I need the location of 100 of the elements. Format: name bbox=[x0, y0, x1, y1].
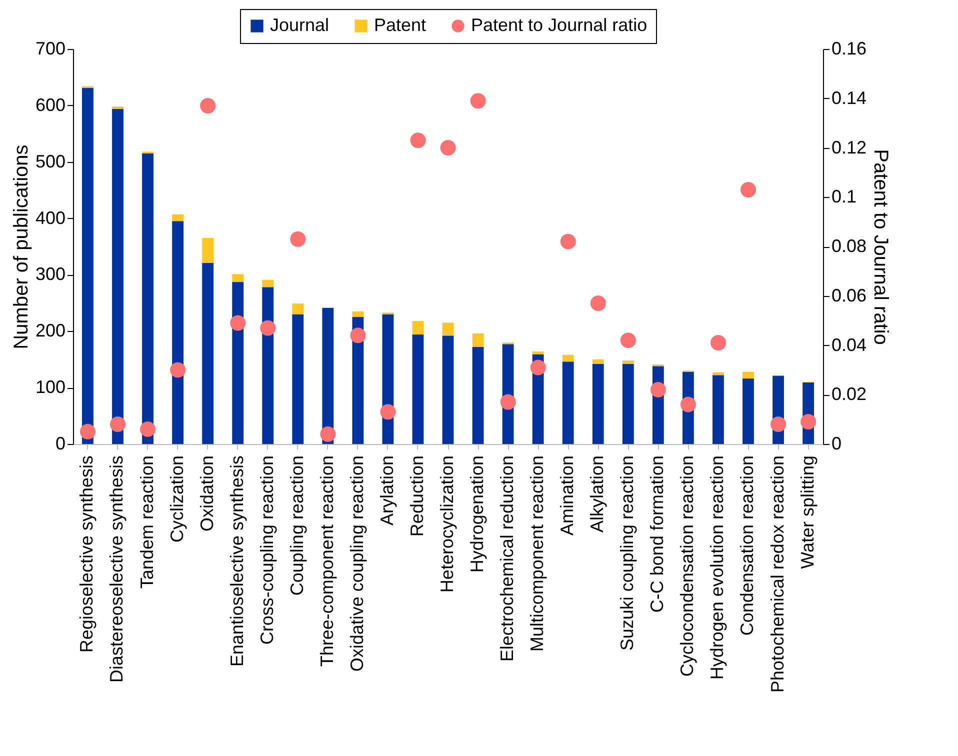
x-tick-label: Photochemical redox reaction bbox=[767, 456, 788, 693]
point bbox=[380, 404, 396, 420]
x-tick-label: Tandem reaction bbox=[136, 456, 157, 589]
y2-axis-title: Patent to Journal ratio bbox=[870, 149, 892, 345]
bar bbox=[622, 360, 634, 364]
point bbox=[590, 296, 606, 312]
point bbox=[320, 426, 336, 442]
point bbox=[770, 416, 786, 432]
bar bbox=[472, 346, 484, 444]
y-axis-title: Number of publications bbox=[10, 144, 32, 350]
y-tick-label: 200 bbox=[35, 320, 66, 341]
x-tick-label: Oxidation bbox=[196, 456, 217, 532]
x-tick-label: Alkylation bbox=[587, 456, 608, 533]
x-tick-label: Water splitting bbox=[797, 456, 818, 569]
bar bbox=[172, 214, 184, 222]
point bbox=[290, 231, 306, 247]
point bbox=[710, 335, 726, 351]
point bbox=[170, 362, 186, 378]
y2-tick-label: 0 bbox=[832, 434, 842, 454]
bar bbox=[562, 362, 574, 444]
point bbox=[80, 424, 96, 440]
y-tick-label: 300 bbox=[35, 264, 66, 284]
y-tick-label: 100 bbox=[35, 377, 66, 398]
bar bbox=[172, 221, 184, 444]
point bbox=[530, 360, 546, 376]
point bbox=[620, 332, 636, 348]
point bbox=[410, 132, 426, 148]
bar bbox=[412, 334, 424, 444]
point bbox=[740, 182, 756, 198]
bar bbox=[742, 378, 754, 444]
bar bbox=[592, 364, 604, 444]
x-tick-label: C-C bond formation bbox=[647, 456, 668, 613]
bar bbox=[352, 311, 364, 318]
x-tick-label: Cross-coupling reaction bbox=[256, 456, 277, 645]
y2-tick-label: 0.04 bbox=[832, 334, 867, 355]
point bbox=[140, 421, 156, 437]
bar bbox=[202, 238, 214, 263]
point bbox=[500, 394, 516, 410]
point bbox=[350, 328, 366, 344]
y2-tick-label: 0.06 bbox=[832, 285, 867, 306]
bar bbox=[562, 354, 574, 362]
bar bbox=[382, 314, 394, 444]
bar bbox=[232, 282, 244, 444]
bar bbox=[202, 262, 214, 444]
bar bbox=[622, 364, 634, 444]
point bbox=[470, 93, 486, 109]
bar bbox=[712, 375, 724, 444]
point bbox=[440, 140, 456, 156]
x-tick-label: Regioselective synthesis bbox=[76, 456, 97, 653]
legend-label: Patent bbox=[374, 15, 426, 35]
point bbox=[110, 416, 126, 432]
x-tick-label: Cyclization bbox=[166, 456, 187, 543]
x-tick-label: Hydrogenation bbox=[467, 456, 488, 573]
x-tick-label: Electrochemical reduction bbox=[497, 456, 518, 662]
bar bbox=[262, 280, 274, 288]
bar bbox=[472, 333, 484, 347]
bar bbox=[742, 372, 754, 379]
y-tick-label: 600 bbox=[35, 94, 66, 115]
bar bbox=[82, 88, 94, 444]
bar bbox=[292, 314, 304, 444]
x-tick-label: Three-component reaction bbox=[316, 456, 337, 667]
point bbox=[230, 315, 246, 331]
legend-label: Journal bbox=[270, 15, 330, 35]
point bbox=[560, 234, 576, 250]
x-tick-label: Suzuki coupling reaction bbox=[617, 456, 638, 651]
y-tick-label: 500 bbox=[35, 151, 66, 172]
x-tick-label: Hydrogen evolution reaction bbox=[707, 456, 728, 680]
x-tick-label: Arylation bbox=[376, 456, 397, 526]
y-tick-label: 0 bbox=[55, 434, 66, 454]
x-tick-label: Heterocyclization bbox=[437, 456, 457, 593]
y2-tick-label: 0.16 bbox=[832, 38, 867, 58]
point bbox=[200, 98, 216, 114]
x-tick-label: Multicomponent reaction bbox=[527, 456, 548, 652]
bar bbox=[292, 303, 304, 314]
bar bbox=[442, 336, 454, 444]
x-tick-label: Oxidative coupling reaction bbox=[346, 456, 367, 672]
bar bbox=[412, 320, 424, 335]
x-tick-label: Amination bbox=[557, 456, 578, 536]
bar bbox=[322, 308, 334, 444]
x-tick-label: Diastereoselective synthesis bbox=[106, 456, 127, 683]
y2-tick-label: 0.1 bbox=[832, 186, 857, 207]
x-tick-label: Condensation reaction bbox=[737, 456, 758, 636]
bar bbox=[532, 351, 544, 354]
point bbox=[800, 414, 816, 430]
x-tick-label: Coupling reaction bbox=[286, 456, 307, 596]
y-tick-label: 700 bbox=[35, 38, 66, 58]
point bbox=[260, 320, 276, 336]
y-tick-label: 400 bbox=[35, 208, 66, 228]
y2-tick-label: 0.02 bbox=[832, 384, 867, 404]
x-tick-label: Reduction bbox=[406, 456, 427, 537]
y2-tick-label: 0.14 bbox=[832, 88, 867, 108]
bar bbox=[142, 153, 154, 444]
point bbox=[650, 382, 666, 398]
legend-label: Patent to Journal ratio bbox=[471, 15, 648, 35]
x-tick-label: Enantioselective synthesis bbox=[226, 456, 247, 667]
x-tick-label: Cyclocondensation reaction bbox=[677, 456, 698, 677]
bar bbox=[592, 359, 604, 364]
bar bbox=[112, 108, 124, 444]
bar bbox=[232, 274, 244, 282]
y2-tick-label: 0.08 bbox=[832, 236, 867, 256]
